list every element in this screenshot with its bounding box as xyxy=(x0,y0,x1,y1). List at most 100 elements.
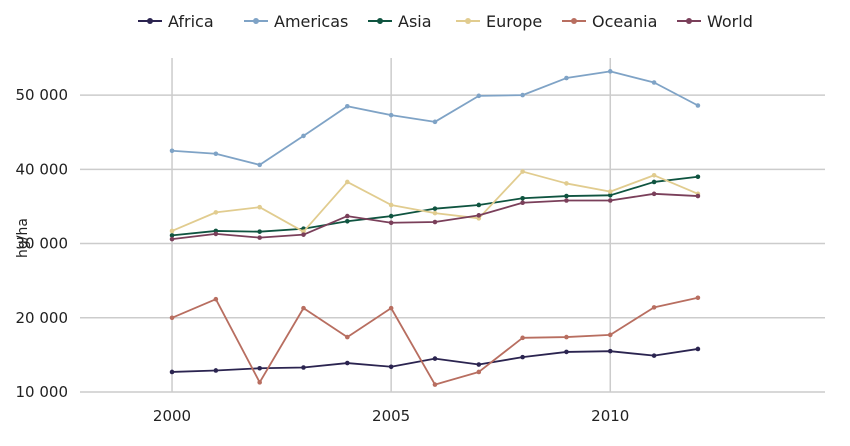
data-point-world xyxy=(476,213,482,218)
legend-item-africa: Africa xyxy=(138,12,214,31)
legend-label-oceania: Oceania xyxy=(592,12,657,31)
data-point-oceania xyxy=(564,334,569,340)
data-point-oceania xyxy=(169,315,175,321)
y-tick-label: 20 000 xyxy=(16,309,69,327)
y-tick-label: 50 000 xyxy=(16,86,69,104)
y-tick-label: 10 000 xyxy=(16,383,69,401)
series-asia xyxy=(169,174,701,238)
data-point-africa xyxy=(651,353,657,358)
legend: Africa Americas Asia Europe Oceania World xyxy=(138,12,753,31)
series-africa xyxy=(169,346,701,375)
legend-item-oceania: Oceania xyxy=(562,12,657,31)
data-point-americas xyxy=(257,162,262,168)
data-point-europe xyxy=(651,172,657,178)
data-point-world xyxy=(169,236,175,242)
data-point-africa xyxy=(301,365,306,370)
data-point-africa xyxy=(169,369,175,375)
grid-lines xyxy=(80,58,825,393)
legend-label-europe: Europe xyxy=(486,12,542,31)
data-point-europe xyxy=(345,179,350,185)
data-point-world xyxy=(607,198,613,203)
data-point-world xyxy=(695,193,701,199)
legend-item-asia: Asia xyxy=(368,12,432,31)
data-point-europe xyxy=(213,210,219,215)
legend-marker-africa xyxy=(147,18,153,24)
data-point-oceania xyxy=(345,334,350,340)
data-point-africa xyxy=(257,365,262,371)
series-world xyxy=(169,191,701,242)
x-tick-label: 2010 xyxy=(591,407,629,425)
data-point-oceania xyxy=(213,296,219,302)
data-point-americas xyxy=(388,112,394,118)
data-point-asia xyxy=(388,213,394,219)
data-point-world xyxy=(345,213,350,219)
series-line-asia xyxy=(171,175,699,237)
data-point-africa xyxy=(520,354,525,360)
legend-marker-americas xyxy=(253,18,259,24)
data-point-europe xyxy=(520,169,525,174)
data-point-americas xyxy=(301,133,306,139)
x-tick-label: 2005 xyxy=(372,407,410,425)
legend-marker-europe xyxy=(465,18,471,24)
data-point-europe xyxy=(257,204,262,210)
legend-label-world: World xyxy=(707,12,753,31)
y-tick-label: 40 000 xyxy=(16,160,69,178)
data-point-world xyxy=(651,191,657,197)
data-point-americas xyxy=(345,103,350,109)
data-point-africa xyxy=(213,368,219,373)
data-point-americas xyxy=(432,119,438,125)
data-point-asia xyxy=(476,202,482,208)
data-point-americas xyxy=(607,69,613,74)
tick-labels: 10 000 20 000 30 000 40 000 50 000 2000 2005 20… xyxy=(16,86,630,425)
data-point-oceania xyxy=(520,335,525,341)
legend-item-europe: Europe xyxy=(456,12,542,31)
data-point-americas xyxy=(213,151,219,157)
x-tick-label: 2000 xyxy=(153,407,191,425)
data-point-asia xyxy=(257,229,262,234)
data-point-asia xyxy=(607,193,613,198)
data-point-europe xyxy=(432,210,438,216)
data-point-world xyxy=(257,235,262,240)
data-point-africa xyxy=(695,346,701,352)
legend-label-asia: Asia xyxy=(398,12,432,31)
data-point-world xyxy=(213,231,219,237)
data-point-africa xyxy=(607,348,613,354)
data-point-americas xyxy=(651,80,657,85)
data-point-americas xyxy=(476,93,482,99)
legend-marker-world xyxy=(686,18,692,24)
data-point-oceania xyxy=(257,380,262,385)
data-point-asia xyxy=(432,206,438,211)
series-oceania xyxy=(169,295,701,387)
legend-marker-asia xyxy=(377,18,383,24)
data-point-americas xyxy=(169,148,175,154)
series-line-americas xyxy=(171,70,699,166)
data-point-oceania xyxy=(432,382,438,387)
legend-label-americas: Americas xyxy=(274,12,348,31)
data-point-americas xyxy=(564,75,569,81)
data-point-oceania xyxy=(651,305,657,310)
data-point-oceania xyxy=(476,369,482,375)
data-point-oceania xyxy=(388,305,394,311)
y-tick-label: 30 000 xyxy=(16,235,69,253)
data-point-europe xyxy=(607,189,613,194)
data-point-americas xyxy=(520,92,525,98)
data-point-africa xyxy=(388,364,394,370)
data-point-europe xyxy=(388,202,394,208)
legend-label-africa: Africa xyxy=(168,12,214,31)
data-point-world xyxy=(564,198,569,203)
data-point-asia xyxy=(169,233,175,238)
data-point-asia xyxy=(651,179,657,185)
data-point-world xyxy=(301,232,306,237)
data-point-asia xyxy=(345,218,350,224)
data-point-europe xyxy=(169,228,175,234)
data-point-asia xyxy=(564,193,569,199)
data-point-oceania xyxy=(301,305,306,311)
data-point-oceania xyxy=(695,295,701,301)
series-layer xyxy=(169,69,701,387)
legend-item-americas: Americas xyxy=(244,12,348,31)
data-point-world xyxy=(432,219,438,225)
y-axis-title: hg/ha xyxy=(15,218,31,258)
data-point-africa xyxy=(345,360,350,366)
series-americas xyxy=(169,69,701,168)
